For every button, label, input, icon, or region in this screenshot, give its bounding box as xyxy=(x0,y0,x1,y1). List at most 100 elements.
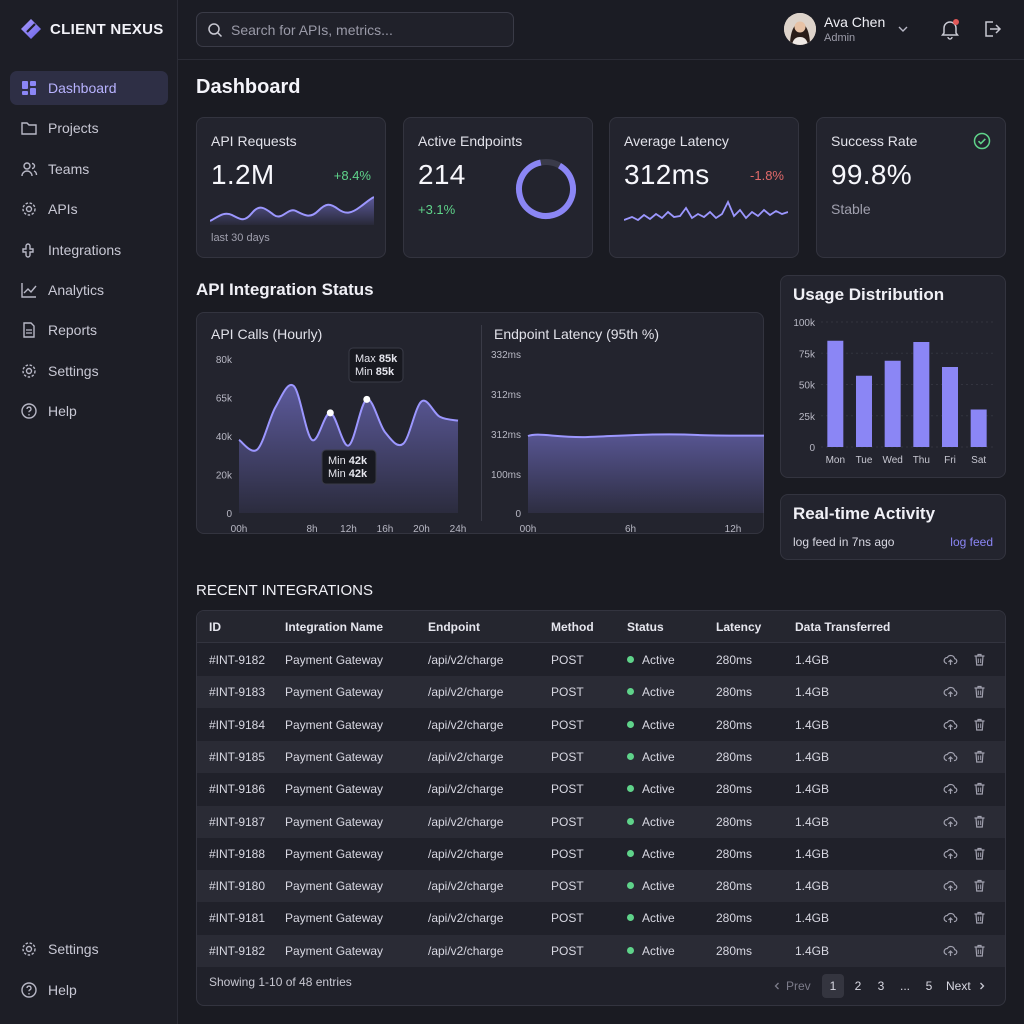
sidebar-bottom-help[interactable]: Help xyxy=(10,973,168,1007)
brand[interactable]: CLIENT NEXUS xyxy=(20,18,164,40)
sidebar-item-projects[interactable]: Projects xyxy=(10,111,168,145)
sidebar-item-integrations[interactable]: Integrations xyxy=(10,233,168,267)
table-row[interactable]: #INT-9184 Payment Gateway/api/v2/charge PO… xyxy=(197,709,1005,741)
search-input[interactable] xyxy=(231,21,501,38)
table-row[interactable]: #INT-9180 Payment Gateway/api/v2/charge PO… xyxy=(197,870,1005,903)
x-tick-label: Fri xyxy=(944,455,956,466)
trash-icon[interactable] xyxy=(972,846,987,861)
status-label: Active xyxy=(642,749,675,764)
column-header[interactable]: Data Transferred xyxy=(795,620,891,634)
sidebar-item-teams[interactable]: Teams xyxy=(10,152,168,186)
table-row[interactable]: #INT-9186 Payment Gateway/api/v2/charge PO… xyxy=(197,773,1005,805)
chevron-down-icon[interactable] xyxy=(897,23,909,35)
column-header[interactable]: Latency xyxy=(716,620,762,634)
trash-icon[interactable] xyxy=(972,717,987,732)
bar xyxy=(970,409,987,447)
table-cell: Active xyxy=(627,653,675,667)
pagination-prev-label: Prev xyxy=(786,979,811,993)
trash-icon[interactable] xyxy=(972,749,987,764)
kpi-value: 99.8% xyxy=(831,159,912,190)
upload-icon[interactable] xyxy=(943,684,958,699)
trash-icon[interactable] xyxy=(972,781,987,796)
user-menu[interactable]: Ava Chen Admin xyxy=(784,13,909,45)
notification-button[interactable] xyxy=(939,18,961,40)
user-role: Admin xyxy=(824,32,856,44)
column-header[interactable]: ID xyxy=(209,620,221,634)
avatar[interactable] xyxy=(784,13,816,45)
table-row[interactable]: #INT-9182 Payment Gateway/api/v2/charge PO… xyxy=(197,934,1005,967)
status-label: Active xyxy=(642,879,675,894)
upload-icon[interactable] xyxy=(943,781,958,796)
upload-icon[interactable] xyxy=(943,749,958,764)
column-header[interactable]: Method xyxy=(551,620,594,634)
sidebar-item-analytics[interactable]: Analytics xyxy=(10,273,168,307)
search-box[interactable] xyxy=(196,12,514,47)
table-cell: /api/v2/charge xyxy=(428,717,504,732)
table-cell: Payment Gateway xyxy=(285,653,384,667)
status-dot xyxy=(627,688,634,696)
table-row[interactable]: #INT-9181 Payment Gateway/api/v2/charge PO… xyxy=(197,902,1005,934)
sidebar-item-apis[interactable]: APIs xyxy=(10,192,168,226)
sidebar-item-label: Projects xyxy=(48,120,99,136)
document-icon xyxy=(23,322,35,338)
upload-icon[interactable] xyxy=(943,652,958,667)
table-cell: #INT-9182 xyxy=(209,943,266,958)
table-row[interactable]: #INT-9188 Payment Gateway/api/v2/charge PO… xyxy=(197,838,1005,870)
upload-icon[interactable] xyxy=(943,846,958,861)
trash-icon[interactable] xyxy=(972,878,987,893)
sidebar-item-reports[interactable]: Reports xyxy=(10,313,168,347)
table-cell: Active xyxy=(627,815,675,829)
x-tick-label: Sat xyxy=(971,455,986,466)
pagination-page-1[interactable]: 1 xyxy=(822,974,844,998)
x-tick-label: Mon xyxy=(826,455,845,466)
column-header[interactable]: Integration Name xyxy=(285,620,384,634)
pagination-page-2[interactable]: 2 xyxy=(854,979,862,993)
table-row[interactable]: #INT-9185 Payment Gateway/api/v2/charge PO… xyxy=(197,740,1005,773)
pagination-page-3[interactable]: 3 xyxy=(877,979,885,993)
log-feed-link[interactable]: log feed xyxy=(950,535,993,549)
logout-button[interactable] xyxy=(981,18,1003,40)
sidebar-bottom-settings[interactable]: Settings xyxy=(10,932,168,966)
sidebar-item-settings[interactable]: Settings xyxy=(10,354,168,388)
pagination-next[interactable]: Next xyxy=(946,974,987,998)
table-row[interactable]: #INT-9183 Payment Gateway/api/v2/charge PO… xyxy=(197,676,1005,709)
sidebar-item-label: Settings xyxy=(48,363,99,379)
upload-icon[interactable] xyxy=(943,910,958,925)
kpi-label: API Requests xyxy=(211,133,297,149)
trash-icon[interactable] xyxy=(972,814,987,829)
upload-icon[interactable] xyxy=(943,717,958,732)
table-cell: Payment Gateway xyxy=(285,943,384,958)
upload-icon[interactable] xyxy=(943,878,958,893)
section-title-recent: RECENT INTEGRATIONS xyxy=(196,582,373,599)
status-label: Active xyxy=(642,685,675,700)
table-cell: Active xyxy=(627,750,675,764)
y-tick-label: 80k xyxy=(216,355,233,366)
trash-icon[interactable] xyxy=(972,943,987,958)
table-row[interactable]: #INT-9182 Payment Gateway/api/v2/charge PO… xyxy=(197,644,1005,676)
column-header[interactable]: Status xyxy=(627,620,664,634)
sidebar-item-dashboard[interactable]: Dashboard xyxy=(10,71,168,105)
sidebar-item-label: Integrations xyxy=(48,242,122,258)
trash-icon[interactable] xyxy=(972,684,987,699)
upload-icon[interactable] xyxy=(943,943,958,958)
table-row[interactable]: #INT-9187 Payment Gateway/api/v2/charge PO… xyxy=(197,805,1005,838)
status-label: Active xyxy=(642,717,675,732)
pagination-page-5[interactable]: 5 xyxy=(925,979,933,993)
card-title: Usage Distribution xyxy=(793,285,945,304)
table-cell: 280ms xyxy=(716,685,753,700)
table-cell: Active xyxy=(627,847,675,861)
sidebar-item-help[interactable]: Help xyxy=(10,394,168,428)
pagination-prev[interactable]: Prev xyxy=(772,974,811,998)
kpi-card-endpoints: Active Endpoints 214 +3.1% xyxy=(403,117,593,258)
table-cell: POST xyxy=(551,846,584,861)
column-header[interactable]: Endpoint xyxy=(428,620,480,634)
trash-icon[interactable] xyxy=(972,910,987,925)
trash-icon[interactable] xyxy=(972,652,987,667)
table-cell: 1.4GB xyxy=(795,782,830,797)
status-label: Active xyxy=(642,846,675,861)
kpi-delta: +8.4% xyxy=(333,168,371,183)
table-cell: POST xyxy=(551,782,584,797)
upload-icon[interactable] xyxy=(943,814,958,829)
line-chart-icon xyxy=(21,283,37,298)
table-cell: #INT-9184 xyxy=(209,717,266,732)
